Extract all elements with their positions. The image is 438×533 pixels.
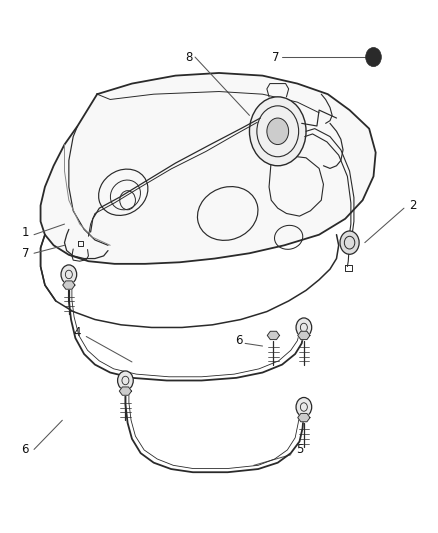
Polygon shape bbox=[298, 414, 310, 422]
Polygon shape bbox=[298, 332, 310, 340]
Circle shape bbox=[250, 97, 306, 166]
Polygon shape bbox=[63, 281, 75, 289]
Circle shape bbox=[296, 398, 312, 417]
Circle shape bbox=[366, 47, 381, 67]
Circle shape bbox=[267, 118, 289, 144]
Text: 6: 6 bbox=[235, 334, 242, 347]
Text: 2: 2 bbox=[409, 199, 417, 212]
Text: 1: 1 bbox=[21, 225, 29, 239]
Text: 7: 7 bbox=[21, 247, 29, 260]
Text: 4: 4 bbox=[74, 326, 81, 340]
Text: 6: 6 bbox=[21, 443, 29, 456]
Text: 8: 8 bbox=[185, 51, 192, 63]
Text: 7: 7 bbox=[272, 51, 279, 63]
Polygon shape bbox=[267, 332, 279, 340]
Polygon shape bbox=[41, 73, 376, 264]
Text: 5: 5 bbox=[296, 443, 303, 456]
Circle shape bbox=[117, 371, 133, 390]
Circle shape bbox=[340, 231, 359, 254]
Circle shape bbox=[296, 318, 312, 337]
Polygon shape bbox=[119, 387, 131, 395]
Circle shape bbox=[61, 265, 77, 284]
